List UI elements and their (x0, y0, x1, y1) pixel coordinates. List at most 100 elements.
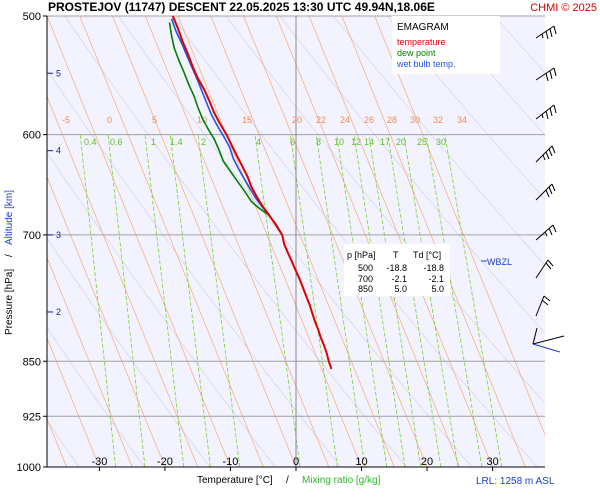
saturation-line (308, 16, 493, 467)
dry-adiabat (386, 16, 545, 200)
temperature-tick-label: 30 (486, 456, 498, 468)
y-axis-title-group: Pressure [hPa] / Altitude [km] (4, 190, 15, 335)
mixing-ratio-line (254, 134, 301, 467)
mixing-ratio-line (403, 134, 459, 467)
mixing-ratio-label: 0.6 (110, 137, 123, 147)
mixing-ratio-label: 1.4 (170, 137, 183, 147)
mixing-ratio-line (289, 134, 338, 467)
dry-adiabat (279, 16, 545, 334)
temperature-tick-label: 20 (421, 456, 433, 468)
isotherm-label: 30 (410, 115, 420, 125)
mixing-ratio-line (387, 134, 442, 467)
pressure-tick-label: 600 (23, 130, 41, 142)
legend-box (392, 16, 500, 74)
wind-barb (535, 145, 556, 163)
mixing-ratio-line (144, 134, 185, 467)
saturation-line (341, 16, 526, 467)
mixing-ratio-line (425, 134, 483, 467)
isotherm-labels: -5 0 5 10 15 20 22 24 26 28 30 32 34 (62, 115, 467, 125)
saturation-line (79, 16, 264, 467)
isotherm-label: 32 (433, 115, 443, 125)
mixing-ratio-label: 25 (417, 137, 427, 147)
saturation-lines (47, 16, 545, 467)
legend-title: EMAGRAM (397, 22, 449, 33)
saturation-line (144, 16, 330, 467)
table-cell: 700 (358, 274, 373, 284)
mixing-ratio-line (336, 134, 388, 467)
table-cell: -2.1 (391, 274, 407, 284)
mixing-ratio-label: 17 (380, 137, 390, 147)
mixing-ratio-lines (79, 134, 503, 467)
x-axis-title: Temperature [°C] (197, 475, 273, 486)
table-cell: -2.1 (428, 274, 444, 284)
series-dew-point (168, 22, 283, 236)
mixing-ratio-line (107, 134, 146, 467)
table-cell: 5.0 (394, 284, 407, 294)
mixing-ratio-line (315, 134, 366, 467)
pressure-tick-label: 500 (23, 11, 41, 23)
mixing-ratio-label: 12 (351, 137, 361, 147)
credit: CHMI © 2025 (530, 2, 597, 14)
wind-barb (535, 183, 556, 201)
isotherm-label: 28 (387, 115, 397, 125)
mixing-ratio-labels: 0.4 0.6 1 1.4 2 4 6 8 10 12 14 17 20 25 30 (84, 137, 446, 147)
x-axis-title-separator: / (286, 475, 289, 486)
temperature-tick-label: 0 (293, 456, 299, 468)
summary-table: p [hPa] T Td [°C] 500 -18.8 -18.8 700 -2… (344, 244, 450, 296)
dry-adiabat (64, 16, 407, 467)
table-header-td: Td [°C] (413, 250, 441, 260)
wind-barb (535, 259, 554, 279)
table-cell: 500 (358, 263, 373, 273)
saturation-line (47, 176, 166, 467)
wind-barb (535, 104, 557, 120)
mixing-ratio-label: 30 (436, 137, 446, 147)
legend-wet-bulb: wet bulb temp. (396, 59, 456, 69)
saturation-line (47, 337, 100, 467)
wind-barb (535, 67, 557, 82)
wind-barb (535, 25, 557, 40)
temperature-tick-label: -10 (223, 456, 239, 468)
pressure-tick-label: 850 (23, 356, 41, 368)
temperature-tick-label: 10 (355, 456, 367, 468)
table-box (344, 244, 450, 296)
saturation-line (47, 16, 231, 467)
saturation-line (177, 16, 362, 467)
saturation-line (47, 256, 133, 467)
mixing-ratio-label: 8 (316, 137, 321, 147)
saturation-line (374, 16, 545, 436)
mixing-ratio-label: 20 (396, 137, 406, 147)
mixing-ratio-label: 1 (151, 137, 156, 147)
pressure-tick-labels: 500 600 700 850 925 1000 (17, 11, 47, 474)
temperature-tick-labels: -30 -20 -10 0 10 20 30 (91, 456, 499, 471)
isotherm-label: 0 (107, 115, 112, 125)
legend-temperature: temperature (397, 37, 446, 47)
mixing-ratio-label: 2 (201, 137, 206, 147)
mixing-ratio-label: 4 (256, 137, 261, 147)
isotherm-label: 34 (457, 115, 467, 125)
y-axis-title-altitude: Altitude [km] (4, 190, 15, 245)
y-axis-title-separator: / (4, 254, 15, 257)
isotherm-label: 22 (316, 115, 326, 125)
pressure-tick-label: 1000 (17, 462, 41, 474)
pressure-tick-label: 700 (23, 230, 41, 242)
wind-barb (532, 327, 565, 353)
saturation-line (47, 95, 199, 467)
mixing-ratio-line (444, 134, 503, 467)
sounding-series (168, 16, 333, 370)
wind-barb (535, 224, 557, 241)
isotherm-label: 5 (152, 115, 157, 125)
altitude-tick-label: 4 (56, 146, 61, 156)
table-cell: -18.8 (386, 263, 407, 273)
mixing-ratio-label: 6 (290, 137, 295, 147)
wind-barb (535, 295, 551, 317)
x-axis-title-mixing-ratio: Mixing ratio [g/kg] (302, 475, 381, 486)
isotherm-label: 15 (242, 115, 252, 125)
mixing-ratio-line (197, 134, 241, 467)
dry-adiabat (47, 326, 145, 467)
dry-adiabat (47, 69, 342, 467)
mixing-ratio-line (368, 134, 422, 467)
wind-barbs (532, 25, 565, 353)
dry-adiabat (47, 151, 276, 467)
altitude-tick-labels: 5 4 3 2 (47, 68, 61, 317)
